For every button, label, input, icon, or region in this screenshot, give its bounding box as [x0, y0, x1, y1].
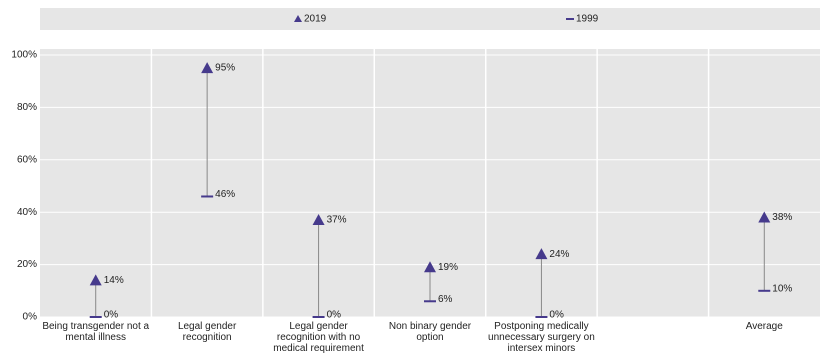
value-label: 6% — [438, 294, 453, 305]
x-tick-label: Being transgender not a mental illness — [42, 321, 150, 343]
legend-label: 2019 — [304, 14, 327, 25]
value-label: 0% — [104, 310, 119, 321]
marker-2019 — [424, 261, 436, 273]
marker-2019 — [535, 248, 548, 260]
value-label: 37% — [327, 215, 347, 226]
legend-label: 1999 — [576, 14, 599, 25]
value-label: 0% — [549, 310, 564, 321]
y-tick-label: 60% — [17, 154, 37, 165]
value-label: 14% — [104, 275, 124, 286]
x-tick-label: Non binary gender option — [388, 321, 472, 343]
legend-marker — [294, 15, 302, 22]
y-tick-label: 20% — [17, 259, 37, 270]
x-tick-label: Average — [745, 321, 783, 332]
value-label: 46% — [215, 189, 235, 200]
y-tick-label: 80% — [17, 102, 37, 113]
y-tick-label: 40% — [17, 207, 37, 218]
x-tick-label: Legal gender recognition — [177, 321, 237, 343]
marker-2019 — [312, 214, 325, 226]
x-tick-label: Postponing medically unnecessary surgery… — [488, 321, 595, 354]
value-label: 0% — [327, 310, 342, 321]
marker-2019 — [89, 274, 102, 286]
legend-background — [40, 8, 820, 30]
value-label: 19% — [438, 262, 458, 273]
value-label: 24% — [549, 249, 569, 260]
marker-2019 — [758, 211, 771, 223]
value-label: 10% — [772, 283, 792, 294]
y-tick-label: 100% — [11, 50, 37, 61]
y-tick-label: 0% — [23, 312, 38, 323]
value-label: 95% — [215, 63, 235, 74]
marker-2019 — [201, 62, 214, 74]
x-tick-label: Legal gender recognition with no medical… — [273, 321, 364, 354]
value-label: 38% — [772, 212, 792, 223]
